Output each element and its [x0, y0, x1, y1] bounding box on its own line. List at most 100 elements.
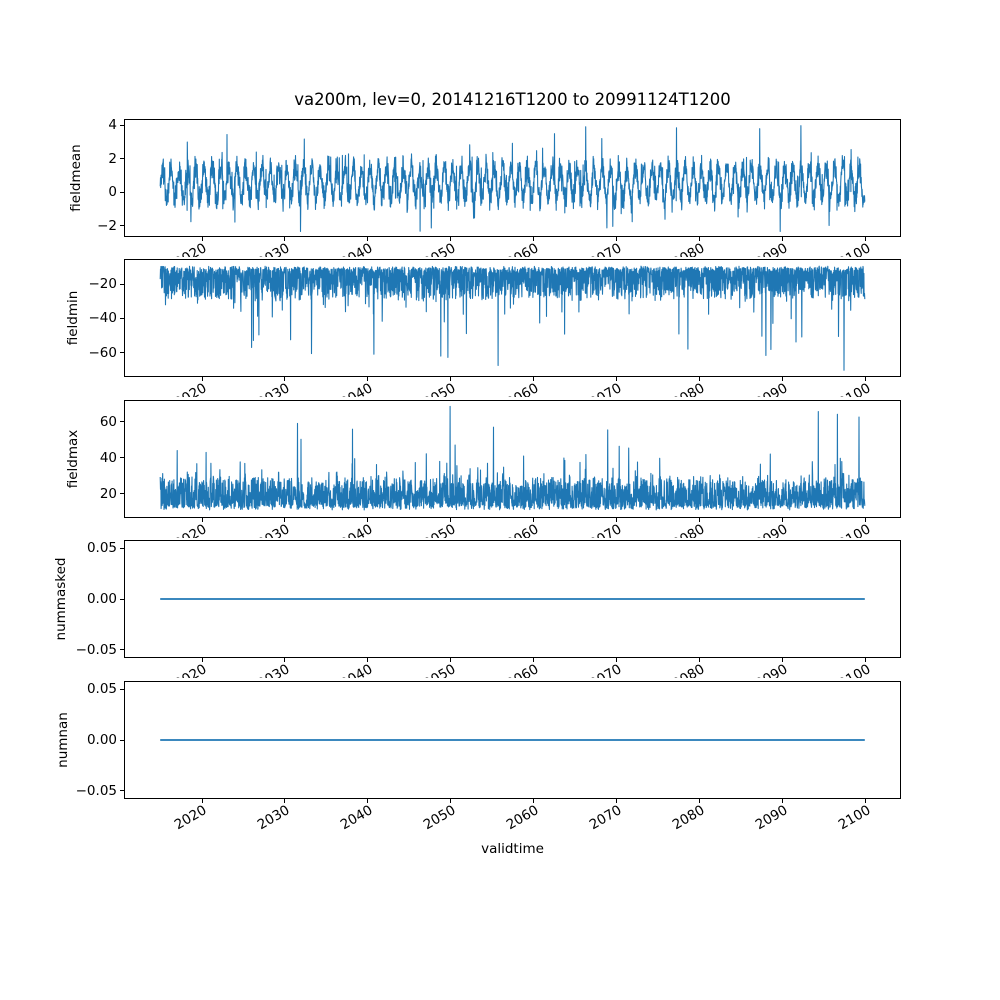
- x-tick-mark: [616, 377, 618, 381]
- y-tick-mark: [120, 649, 124, 651]
- y-tick-mark: [120, 191, 124, 193]
- y-tick-mark: [120, 598, 124, 600]
- x-tick-label: 2040: [337, 521, 376, 538]
- y-tick-label: 0.05: [86, 540, 117, 557]
- plot-area-fieldmean: [159, 125, 866, 233]
- x-tick-mark: [865, 658, 867, 662]
- y-tick-mark: [120, 421, 124, 423]
- x-tick-label: 2080: [669, 521, 708, 538]
- x-tick-mark: [450, 237, 452, 241]
- x-tick-label: 2040: [337, 802, 376, 834]
- y-tick-mark: [120, 158, 124, 160]
- x-tick-mark: [533, 658, 535, 662]
- x-tick-mark: [865, 799, 867, 803]
- x-tick-mark: [450, 518, 452, 522]
- y-tick-label: 2: [108, 150, 117, 167]
- x-tick-label: 2050: [420, 240, 459, 257]
- y-tick-mark: [120, 493, 124, 495]
- x-tick-zone: 2020 2030 2040 2050 2060 2070 2080 2090 2100: [123, 377, 905, 397]
- x-tick-label: 2090: [752, 521, 791, 538]
- subplot-fieldmax: fieldmax 20 40 60 2020 2030 2040 2050 2060 2070 2…: [65, 400, 901, 538]
- data-line: [159, 265, 866, 371]
- x-tick-mark: [284, 237, 286, 241]
- x-tick-label: 2070: [586, 240, 625, 257]
- x-tick-label: 2040: [337, 240, 376, 257]
- x-tick-label: 2060: [503, 802, 542, 834]
- y-tick-label: 0.00: [86, 591, 117, 607]
- x-tick-mark: [367, 377, 369, 381]
- x-tick-mark: [616, 518, 618, 522]
- x-tick-label: 2090: [752, 240, 791, 257]
- x-tick-label: 2050: [420, 661, 459, 678]
- x-tick-label: 2090: [752, 380, 791, 397]
- x-tick-label: 2050: [420, 521, 459, 538]
- x-tick-label: 2030: [254, 380, 293, 397]
- x-tick-zone: 2020 2030 2040 2050 2060 2070 2080 2090 2100: [123, 799, 905, 849]
- x-tick-label: 2080: [669, 240, 708, 257]
- x-tick-label: 2060: [503, 380, 542, 397]
- x-tick-mark: [616, 237, 618, 241]
- x-tick-label: 2030: [254, 661, 293, 678]
- y-tick-label: −40: [88, 310, 118, 327]
- y-tick-label: 0.05: [86, 681, 117, 698]
- x-tick-label: 2040: [337, 661, 376, 678]
- x-tick-mark: [782, 237, 784, 241]
- x-tick-label: 2030: [254, 240, 293, 257]
- x-tick-mark: [367, 658, 369, 662]
- y-tick-label: −0.05: [75, 641, 117, 658]
- y-tick-mark: [120, 457, 124, 459]
- x-axis-title: validtime: [481, 841, 544, 857]
- x-tick-mark: [533, 518, 535, 522]
- y-tick-label: 60: [99, 413, 117, 430]
- subplot-numnan: numnan −0.05 0.00 0.05 2020 2030 2040 2050 2060…: [55, 681, 901, 833]
- plot-area-nummasked: [160, 598, 865, 600]
- x-tick-mark: [450, 377, 452, 381]
- plot-area-fieldmin: [159, 265, 866, 371]
- x-tick-label: 2040: [337, 380, 376, 397]
- x-tick-mark: [533, 799, 535, 803]
- x-tick-label: 2100: [835, 240, 874, 257]
- x-tick-mark: [699, 518, 701, 522]
- y-tick-label: 0.00: [86, 732, 117, 748]
- x-tick-mark: [699, 237, 701, 241]
- x-tick-label: 2080: [669, 661, 708, 678]
- x-tick-mark: [533, 377, 535, 381]
- x-tick-mark: [201, 799, 203, 803]
- x-tick-zone: 2020 2030 2040 2050 2060 2070 2080 2090 2100: [123, 658, 905, 678]
- x-tick-label: 2060: [503, 521, 542, 538]
- y-tick-label: −0.05: [75, 782, 117, 799]
- x-tick-mark: [616, 799, 618, 803]
- y-tick-mark: [120, 124, 124, 126]
- x-tick-mark: [284, 799, 286, 803]
- x-tick-mark: [533, 237, 535, 241]
- x-tick-label: 2060: [503, 661, 542, 678]
- y-tick-mark: [120, 317, 124, 319]
- chart-title: va200m, lev=0, 20141216T1200 to 20991124…: [294, 90, 731, 109]
- x-tick-mark: [367, 518, 369, 522]
- subplot-fieldmin: fieldmin −60 −40 −20 2020 2030 2040 2050 2060 20…: [65, 259, 901, 397]
- x-tick-mark: [284, 518, 286, 522]
- x-tick-mark: [865, 237, 867, 241]
- x-tick-mark: [450, 799, 452, 803]
- subplot-nummasked: nummasked −0.05 0.00 0.05 2020 2030 2040 2050 2…: [53, 540, 901, 678]
- x-tick-label: 2100: [835, 380, 874, 397]
- x-tick-mark: [367, 237, 369, 241]
- x-tick-label: 2050: [420, 380, 459, 397]
- y-tick-label: 20: [99, 485, 117, 502]
- subplot-fieldmean: fieldmean −2 0 2 4 2020 2030 2040 2050 2060 2070 2…: [68, 117, 901, 257]
- x-tick-mark: [284, 377, 286, 381]
- x-tick-label: 2020: [171, 661, 210, 678]
- x-tick-label: 2030: [254, 802, 293, 834]
- y-tick-mark: [120, 283, 124, 285]
- data-line: [159, 405, 866, 511]
- y-tick-label: 0: [108, 184, 117, 201]
- x-tick-label: 2100: [835, 521, 874, 538]
- x-tick-label: 2070: [586, 380, 625, 397]
- y-tick-label: 40: [99, 449, 117, 466]
- x-tick-mark: [284, 658, 286, 662]
- x-tick-label: 2080: [669, 380, 708, 397]
- y-tick-mark: [120, 739, 124, 741]
- x-tick-label: 2020: [171, 521, 210, 538]
- x-tick-label: 2100: [835, 661, 874, 678]
